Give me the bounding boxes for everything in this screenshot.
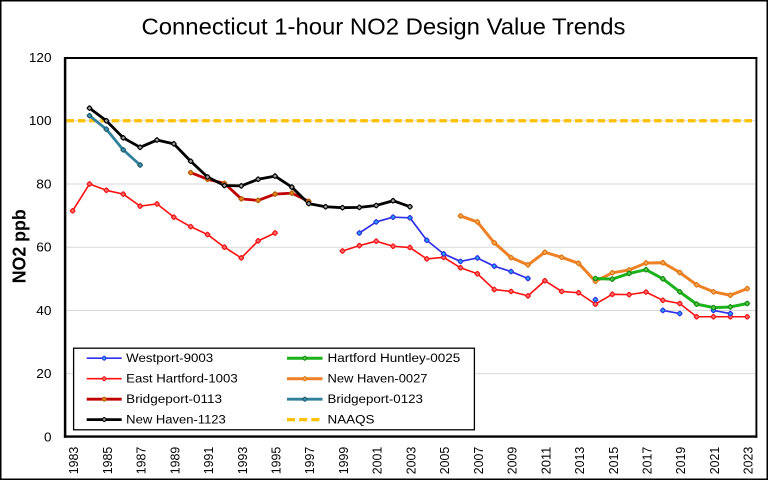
svg-text:Hartford Huntley-0025: Hartford Huntley-0025 bbox=[328, 351, 461, 365]
svg-text:NAAQS: NAAQS bbox=[328, 412, 375, 426]
svg-text:New Haven-1123: New Haven-1123 bbox=[126, 412, 226, 426]
svg-text:Connecticut 1-hour NO2 Design: Connecticut 1-hour NO2 Design Value Tren… bbox=[142, 14, 626, 40]
svg-text:2007: 2007 bbox=[471, 447, 486, 475]
svg-text:2003: 2003 bbox=[403, 447, 418, 475]
svg-text:1985: 1985 bbox=[100, 447, 115, 475]
svg-text:1991: 1991 bbox=[201, 447, 216, 475]
svg-text:New Haven-0027: New Haven-0027 bbox=[328, 372, 428, 386]
svg-text:2021: 2021 bbox=[707, 447, 722, 475]
svg-text:2011: 2011 bbox=[538, 447, 553, 475]
svg-text:1989: 1989 bbox=[167, 447, 182, 475]
svg-text:1983: 1983 bbox=[66, 447, 81, 475]
svg-text:2013: 2013 bbox=[572, 447, 587, 475]
svg-text:Bridgeport-0123: Bridgeport-0123 bbox=[328, 392, 424, 406]
svg-text:NO2 ppb: NO2 ppb bbox=[10, 209, 30, 283]
svg-text:East Hartford-1003: East Hartford-1003 bbox=[126, 372, 238, 386]
svg-text:120: 120 bbox=[29, 50, 52, 65]
svg-text:2009: 2009 bbox=[505, 447, 520, 475]
svg-text:40: 40 bbox=[36, 303, 51, 318]
svg-text:80: 80 bbox=[36, 176, 51, 191]
svg-text:1995: 1995 bbox=[269, 447, 284, 475]
svg-text:2005: 2005 bbox=[437, 447, 452, 475]
svg-text:2023: 2023 bbox=[741, 447, 756, 475]
svg-text:2017: 2017 bbox=[640, 447, 655, 475]
svg-text:2019: 2019 bbox=[673, 447, 688, 475]
svg-text:20: 20 bbox=[36, 366, 51, 381]
svg-text:Bridgeport-0113: Bridgeport-0113 bbox=[126, 392, 222, 406]
svg-text:Westport-9003: Westport-9003 bbox=[126, 351, 213, 365]
svg-text:0: 0 bbox=[44, 429, 52, 444]
svg-text:60: 60 bbox=[36, 240, 51, 255]
svg-text:100: 100 bbox=[29, 113, 52, 128]
svg-text:2001: 2001 bbox=[370, 447, 385, 475]
svg-text:1997: 1997 bbox=[302, 447, 317, 475]
svg-text:2015: 2015 bbox=[606, 447, 621, 475]
svg-text:1999: 1999 bbox=[336, 447, 351, 475]
svg-text:1993: 1993 bbox=[235, 447, 250, 475]
svg-text:1987: 1987 bbox=[134, 447, 149, 475]
